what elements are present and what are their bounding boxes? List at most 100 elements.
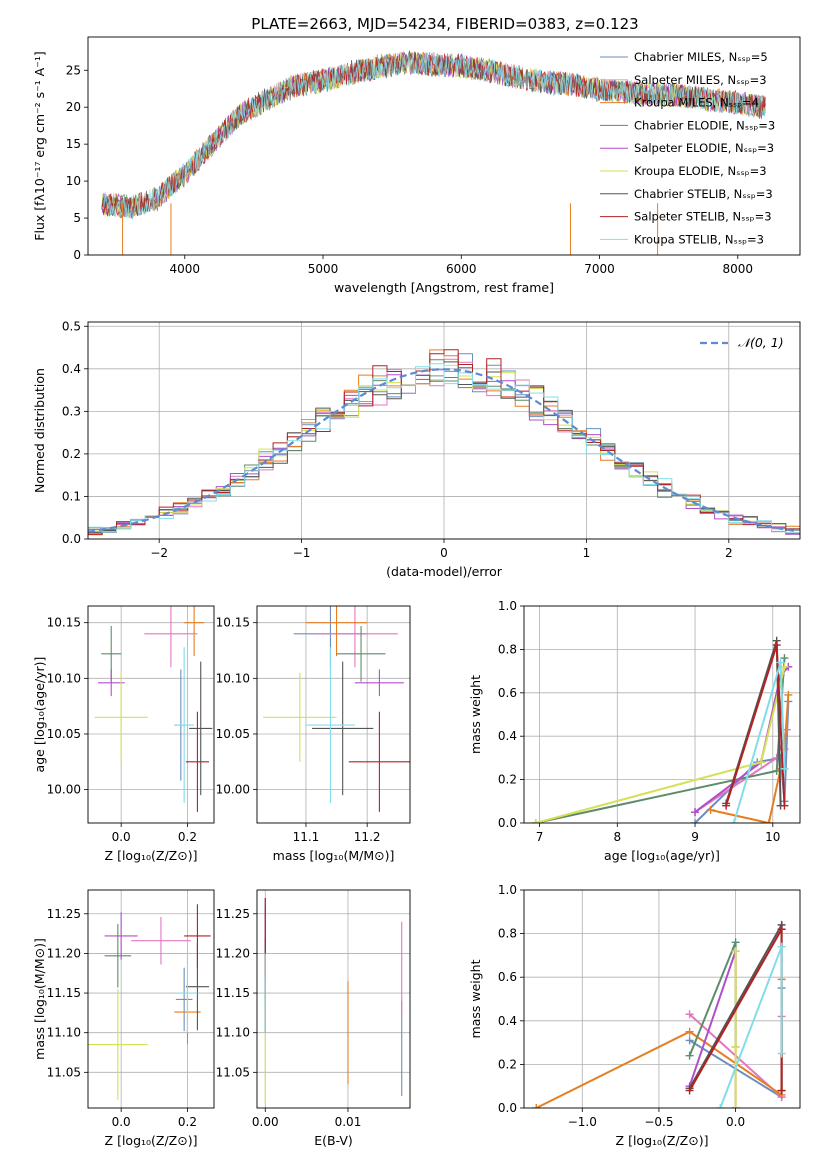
spectrum-line [101,51,766,219]
y-tick-label: 0.8 [498,642,517,656]
x-tick-label: 2 [725,546,733,560]
y-tick-label: 0.6 [498,686,517,700]
x-tick-label: −0.5 [644,1115,673,1129]
plot-mass-weight-vs-age: 7 8 9 10 0.0 0.2 0.4 0.6 0.8 1.0 age [log₁₀(age/yr… [468,599,801,863]
y-tick-label: 10 [66,174,81,188]
weight-marker [764,819,773,823]
y-tick-label: 11.10 [47,1026,81,1040]
weight-marker [731,947,740,956]
x-axis-label: age [log₁₀(age/yr)] [604,848,720,863]
weight-marker [531,819,540,823]
x-tick-label: 8 [613,830,621,844]
y-tick-label: 0.4 [498,1014,517,1028]
legend-label: Chabrier MILES, Nₛₛₚ=5 [634,50,768,64]
weight-marker [716,1104,725,1108]
y-axis-label: age [log₁₀(age/yr)] [32,657,47,773]
x-tick-label: 10 [765,830,780,844]
legend: Chabrier MILES, Nₛₛₚ=5 Salpeter MILES, Nₛ… [600,50,775,246]
x-tick-label: 11.1 [293,830,320,844]
weight-marker [731,1042,740,1051]
weight-marker [685,1027,694,1036]
y-tick-label: 0.5 [62,319,81,333]
y-tick-label: 11.10 [216,1026,250,1040]
weight-marker [685,1010,694,1019]
weight-marker [776,658,785,667]
x-axis-label: Z [log₁₀(Z/Z⊙)] [616,1133,709,1148]
y-tick-label: 0.4 [498,729,517,743]
plot-spectrum: 4000 5000 6000 7000 8000 0 5 10 15 20 25 wavelength… [32,36,801,295]
x-tick-label: 0.0 [726,1115,745,1129]
weight-marker [685,1051,694,1060]
weight-marker [685,1086,694,1095]
weight-marker [780,654,789,663]
plot-mass-vs-ebv: 0.00 0.01 11.05 11.10 11.15 11.20 11.25 E(B-V) [216,889,411,1148]
y-tick-label: 0.1 [62,489,81,503]
legend-label: Kroupa ELODIE, Nₛₛₚ=3 [634,164,767,178]
y-tick-label: 0.3 [62,404,81,418]
x-axis-label: Z [log₁₀(Z/Z⊙)] [105,1133,198,1148]
plot-age-vs-z: 0.0 0.2 10.00 10.05 10.10 10.15 Z [log₁₀(Z/Z⊙)… [32,605,215,863]
x-axis-label: Z [log₁₀(Z/Z⊙)] [105,848,198,863]
y-tick-label: 11.20 [216,946,250,960]
weight-marker [706,805,715,814]
y-tick-label: 1.0 [498,883,517,897]
x-axis-label: (data-model)/error [386,564,503,579]
weight-marker [780,801,789,810]
y-axis-label: mass weight [468,959,483,1038]
axes-frame [256,889,411,1109]
weight-marker [780,764,789,773]
weight-marker [532,1104,541,1108]
y-tick-label: 10.05 [216,727,250,741]
x-tick-label: 5000 [308,262,339,276]
weight-marker [757,758,766,767]
y-tick-label: 11.25 [216,907,250,921]
legend-label: Kroupa STELIB, Nₛₛₚ=3 [634,232,764,246]
plot-area [531,636,793,823]
y-tick-label: 10.10 [47,671,81,685]
weight-marker [731,938,740,947]
x-tick-label: 7000 [584,262,615,276]
weight-marker [777,1049,786,1058]
y-tick-label: 0.2 [62,447,81,461]
weight-marker [729,819,738,823]
plot-age-vs-mass: 11.1 11.2 10.00 10.05 10.10 10.15 mass [log₁₀(… [216,605,411,863]
axes-frame [256,605,411,824]
plot-area [101,50,766,255]
weight-line [694,701,790,823]
legend: 𝒩(0, 1) [700,335,784,350]
y-tick-label: 10.00 [216,783,250,797]
x-tick-label: 6000 [446,262,477,276]
axes-frame [87,321,801,540]
legend-label: Kroupa MILES, Nₛₛₚ=4 [634,96,759,110]
normal-curve [88,368,798,533]
weight-marker [777,1086,786,1095]
y-tick-label: 10.05 [47,727,81,741]
legend-label: 𝒩(0, 1) [738,335,784,350]
x-tick-label: 0.01 [335,1115,362,1129]
plot-area [94,606,213,812]
y-axis-label: Flux [fλ10⁻¹⁷ erg cm⁻² s⁻¹ A⁻¹] [32,51,47,240]
y-tick-label: 5 [73,211,81,225]
figure-title: PLATE=2663, MJD=54234, FIBERID=0383, z=0… [251,15,638,33]
y-axis-label: Normed distribution [32,368,47,493]
plot-area [88,349,800,536]
weight-marker [722,801,731,810]
plot-mass-weight-vs-z: −1.0 −0.5 0.0 0.0 0.2 0.4 0.6 0.8 1.0 Z [log₁₀(Z/… [468,883,801,1148]
x-axis-label: E(B-V) [314,1133,353,1148]
y-tick-label: 11.20 [47,946,81,960]
y-tick-label: 11.15 [216,986,250,1000]
y-tick-label: 25 [66,63,81,77]
axes-frame [87,36,801,256]
y-tick-label: 0.4 [62,362,81,376]
y-tick-label: 0.8 [498,927,517,941]
y-axis-label: mass [log₁₀(M/M⊙)] [32,938,47,1060]
y-tick-label: 0.0 [498,1101,517,1115]
weight-marker [685,1036,694,1045]
axes-frame [87,605,215,824]
y-axis-label: mass weight [468,675,483,754]
weight-line [688,941,737,1057]
y-tick-label: 0.6 [498,970,517,984]
x-tick-label: 9 [691,830,699,844]
y-tick-label: 11.05 [216,1065,250,1079]
